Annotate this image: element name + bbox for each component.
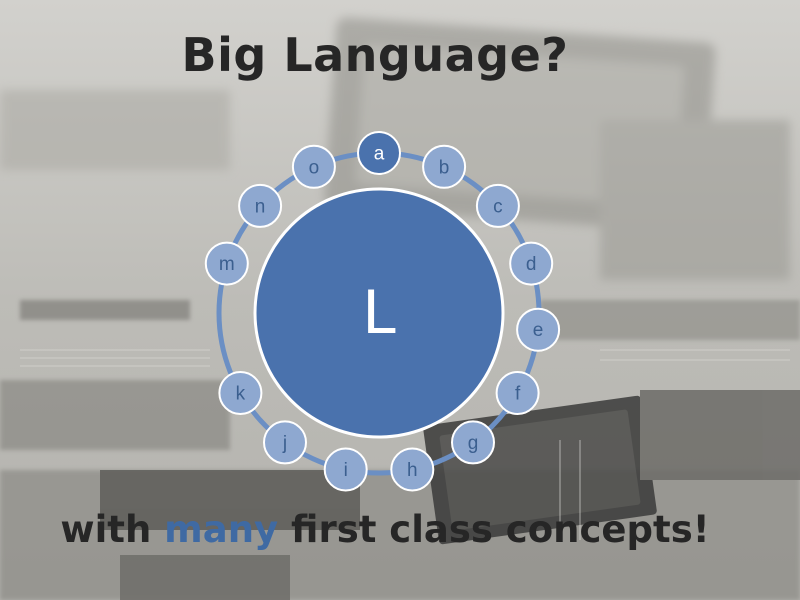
concept-node-c: c [475,183,520,228]
concept-node-f: f [495,371,540,415]
concept-node-circle [218,371,263,415]
concept-node-circle [238,183,283,228]
slide-title: Big Language? [181,28,569,82]
concept-node-j: j [263,420,307,465]
slide-subtitle: with many first class concepts! [0,508,770,551]
concept-node-circle [357,131,401,175]
concept-node-o: o [291,144,336,189]
language-core-label: L [362,278,396,348]
concept-node-label: i [344,460,348,481]
concept-node-circle [390,447,435,492]
subtitle-after: first class concepts! [278,508,710,551]
concept-nodes: a b c d e f g h i j k m n o [204,131,561,492]
concept-node-e: e [516,307,561,352]
language-core-circle [253,187,505,439]
concept-node-k: k [218,371,263,415]
concept-node-m: m [204,241,249,286]
concept-node-label: o [309,157,320,178]
concept-node-circle [451,420,495,465]
concept-node-label: m [219,254,235,275]
concept-node-circle [495,371,540,415]
concept-node-a: a [357,131,401,175]
concept-node-g: g [451,420,495,465]
concept-node-circle [516,307,561,352]
concept-node-label: h [407,460,418,481]
concept-node-label: c [493,196,503,217]
concept-node-label: b [439,157,450,178]
subtitle-emphasis: many [164,508,279,551]
concept-node-b: b [422,144,467,189]
concept-node-circle [263,420,307,465]
concept-node-circle [475,183,520,228]
concept-node-circle [509,241,554,286]
concept-node-label: d [526,254,537,275]
concept-node-n: n [238,183,283,228]
concept-node-circle [291,144,336,189]
concept-node-circle [204,241,249,286]
concept-node-label: f [515,384,521,405]
concept-node-label: a [374,144,385,165]
subtitle-before: with [60,508,165,551]
concept-node-label: j [282,433,287,454]
concept-node-i: i [323,447,368,492]
concept-node-label: k [236,384,246,405]
concept-node-label: g [468,433,479,454]
concept-node-h: h [390,447,435,492]
language-core: L [253,187,505,439]
concept-node-d: d [509,241,554,286]
concept-node-circle [323,447,368,492]
concept-node-label: e [533,320,544,341]
concept-node-label: n [255,196,266,217]
concept-node-circle [422,144,467,189]
